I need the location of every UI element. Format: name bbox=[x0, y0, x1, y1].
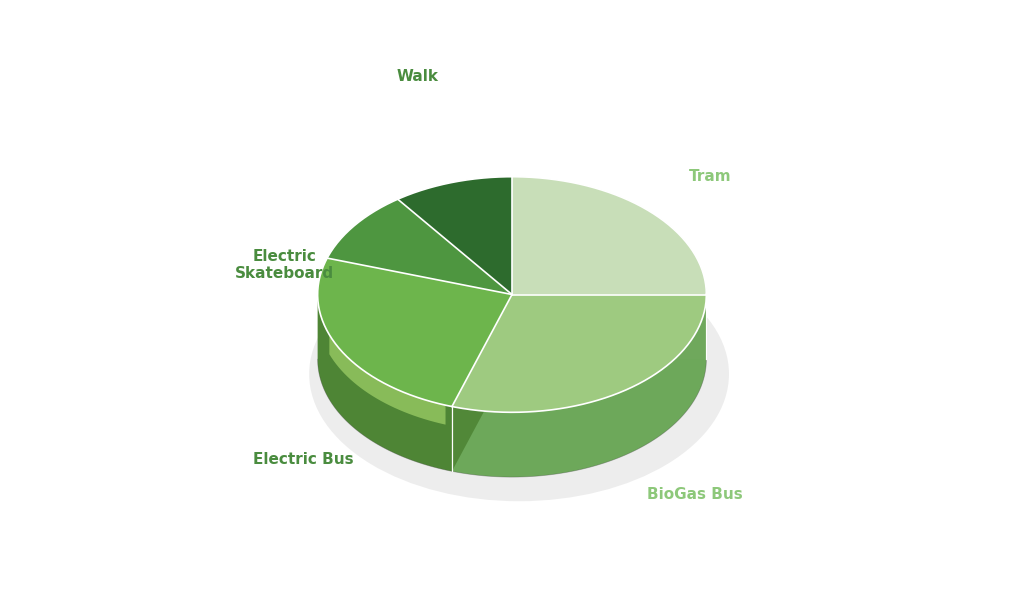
Polygon shape bbox=[512, 294, 707, 359]
Polygon shape bbox=[452, 294, 707, 412]
Polygon shape bbox=[397, 177, 512, 294]
Polygon shape bbox=[452, 294, 707, 477]
Polygon shape bbox=[452, 294, 512, 471]
Polygon shape bbox=[452, 294, 512, 471]
Ellipse shape bbox=[309, 247, 729, 501]
Polygon shape bbox=[330, 335, 445, 425]
Polygon shape bbox=[327, 199, 512, 294]
Text: Walk: Walk bbox=[396, 69, 438, 84]
Polygon shape bbox=[317, 258, 512, 406]
Polygon shape bbox=[512, 177, 707, 294]
Text: Electric
Skateboard: Electric Skateboard bbox=[236, 249, 334, 282]
Text: Electric Bus: Electric Bus bbox=[253, 452, 353, 467]
Text: Tram: Tram bbox=[689, 169, 731, 184]
Text: BioGas Bus: BioGas Bus bbox=[647, 487, 743, 502]
Polygon shape bbox=[317, 294, 452, 471]
Polygon shape bbox=[512, 294, 707, 359]
